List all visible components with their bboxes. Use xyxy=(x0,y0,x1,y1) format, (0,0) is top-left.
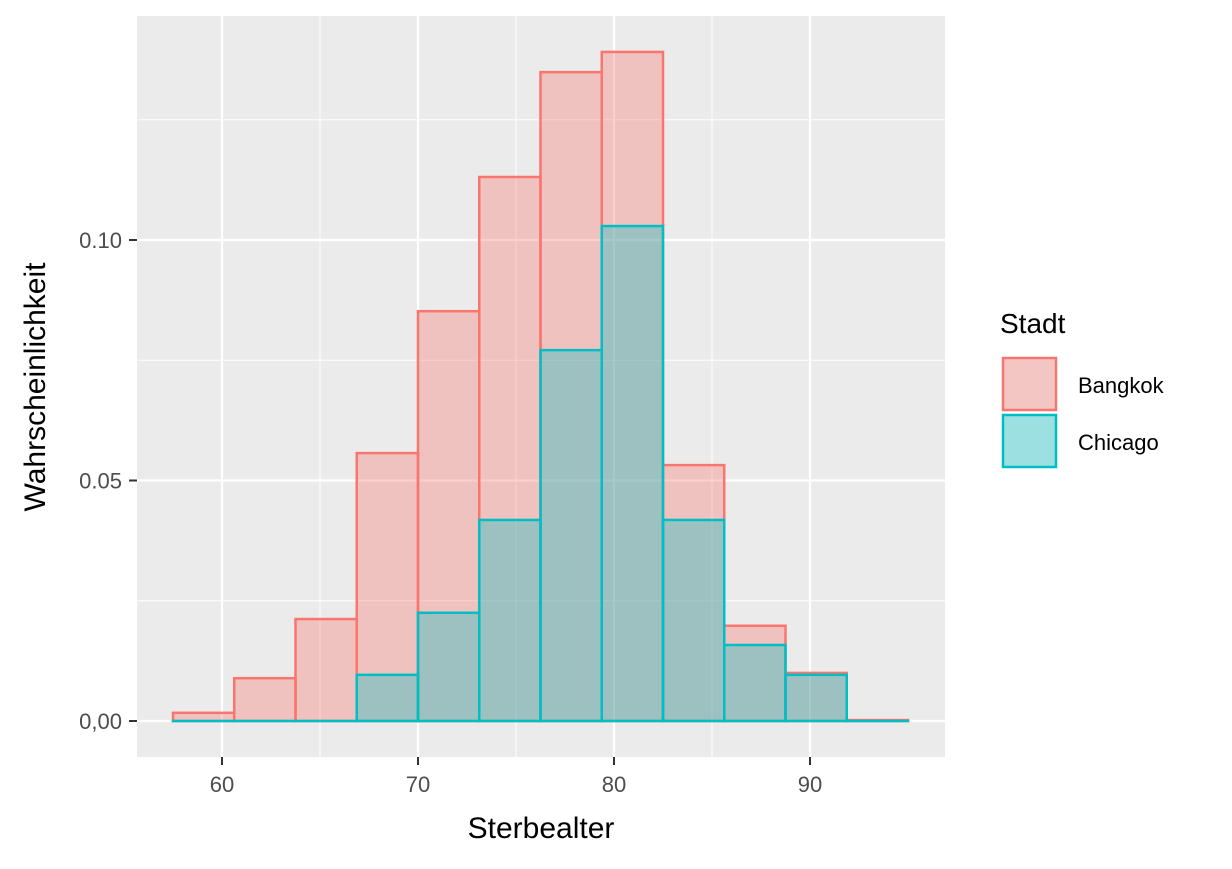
bar-chicago xyxy=(663,520,724,721)
x-tick-label: 70 xyxy=(406,772,430,797)
x-tick-label: 90 xyxy=(798,772,822,797)
x-axis-label: Sterbealter xyxy=(468,812,615,845)
bar-bangkok xyxy=(296,619,357,721)
bar-chicago xyxy=(418,613,479,721)
bar-chicago xyxy=(602,226,663,721)
x-tick-label: 60 xyxy=(210,772,234,797)
y-tick-label: 0,00 xyxy=(79,709,122,734)
y-tick-label: 0.05 xyxy=(79,469,122,494)
legend-label-chicago: Chicago xyxy=(1078,430,1159,455)
legend-label-bangkok: Bangkok xyxy=(1078,373,1165,398)
y-tick-label: 0.10 xyxy=(79,228,122,253)
legend: Stadt Bangkok Chicago xyxy=(1000,308,1165,468)
legend-key-chicago xyxy=(1003,415,1056,467)
legend-key-bangkok xyxy=(1003,358,1056,410)
bar-chicago xyxy=(479,520,540,721)
y-axis-label: Wahrscheinlichkeit xyxy=(19,262,52,512)
bar-bangkok xyxy=(234,678,295,721)
bar-chicago xyxy=(786,675,847,721)
x-tick-label: 80 xyxy=(602,772,626,797)
legend-title: Stadt xyxy=(1000,308,1066,339)
bar-chicago xyxy=(357,675,418,721)
bar-chicago xyxy=(724,645,785,721)
bar-chicago xyxy=(541,350,602,721)
